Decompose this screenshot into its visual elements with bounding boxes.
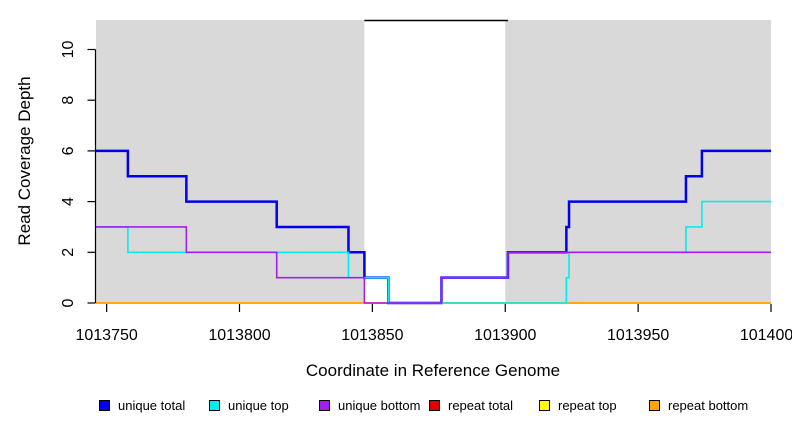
x-tick-label: 1013900 [474, 327, 536, 344]
x-tick-label: 1013950 [607, 327, 669, 344]
legend-label-repeat-bottom: repeat bottom [668, 398, 749, 413]
x-tick-label: 1013800 [208, 327, 270, 344]
series-unique-bottom [96, 226, 771, 304]
legend-item-unique-top: unique top [209, 398, 289, 413]
legend-item-repeat-top: repeat top [539, 398, 617, 413]
legend-label-unique-total: unique total [118, 398, 186, 413]
legend-swatch-repeat-total [429, 400, 440, 411]
x-tick-label: 1013750 [75, 327, 137, 344]
legend-item-repeat-total: repeat total [429, 398, 513, 413]
legend: unique total unique top unique bottom re… [0, 398, 792, 418]
legend-swatch-repeat-top [539, 400, 550, 411]
repeat-region [505, 20, 771, 303]
legend-label-repeat-top: repeat top [558, 398, 617, 413]
y-axis-title: Read Coverage Depth [15, 76, 34, 246]
legend-item-unique-total: unique total [99, 398, 185, 413]
legend-swatch-unique-bottom [319, 400, 330, 411]
x-tick-label: 1013850 [341, 327, 403, 344]
y-tick-label: 10 [60, 41, 77, 59]
y-tick-label: 4 [60, 197, 77, 206]
y-tick-label: 0 [60, 298, 77, 307]
legend-item-unique-bottom: unique bottom [319, 398, 420, 413]
x-tick-label: 1014000 [740, 327, 792, 344]
legend-label-repeat-total: repeat total [448, 398, 514, 413]
y-tick-label: 8 [60, 96, 77, 105]
y-tick-label: 2 [60, 248, 77, 257]
legend-item-repeat-bottom: repeat bottom [649, 398, 748, 413]
x-axis-title: Coordinate in Reference Genome [305, 361, 561, 380]
legend-swatch-unique-total [99, 400, 110, 411]
y-tick-label: 6 [60, 146, 77, 155]
repeat-region [96, 20, 365, 303]
legend-label-unique-bottom: unique bottom [338, 398, 421, 413]
legend-swatch-repeat-bottom [649, 400, 660, 411]
legend-label-unique-top: unique top [228, 398, 289, 413]
legend-swatch-unique-top [209, 400, 220, 411]
